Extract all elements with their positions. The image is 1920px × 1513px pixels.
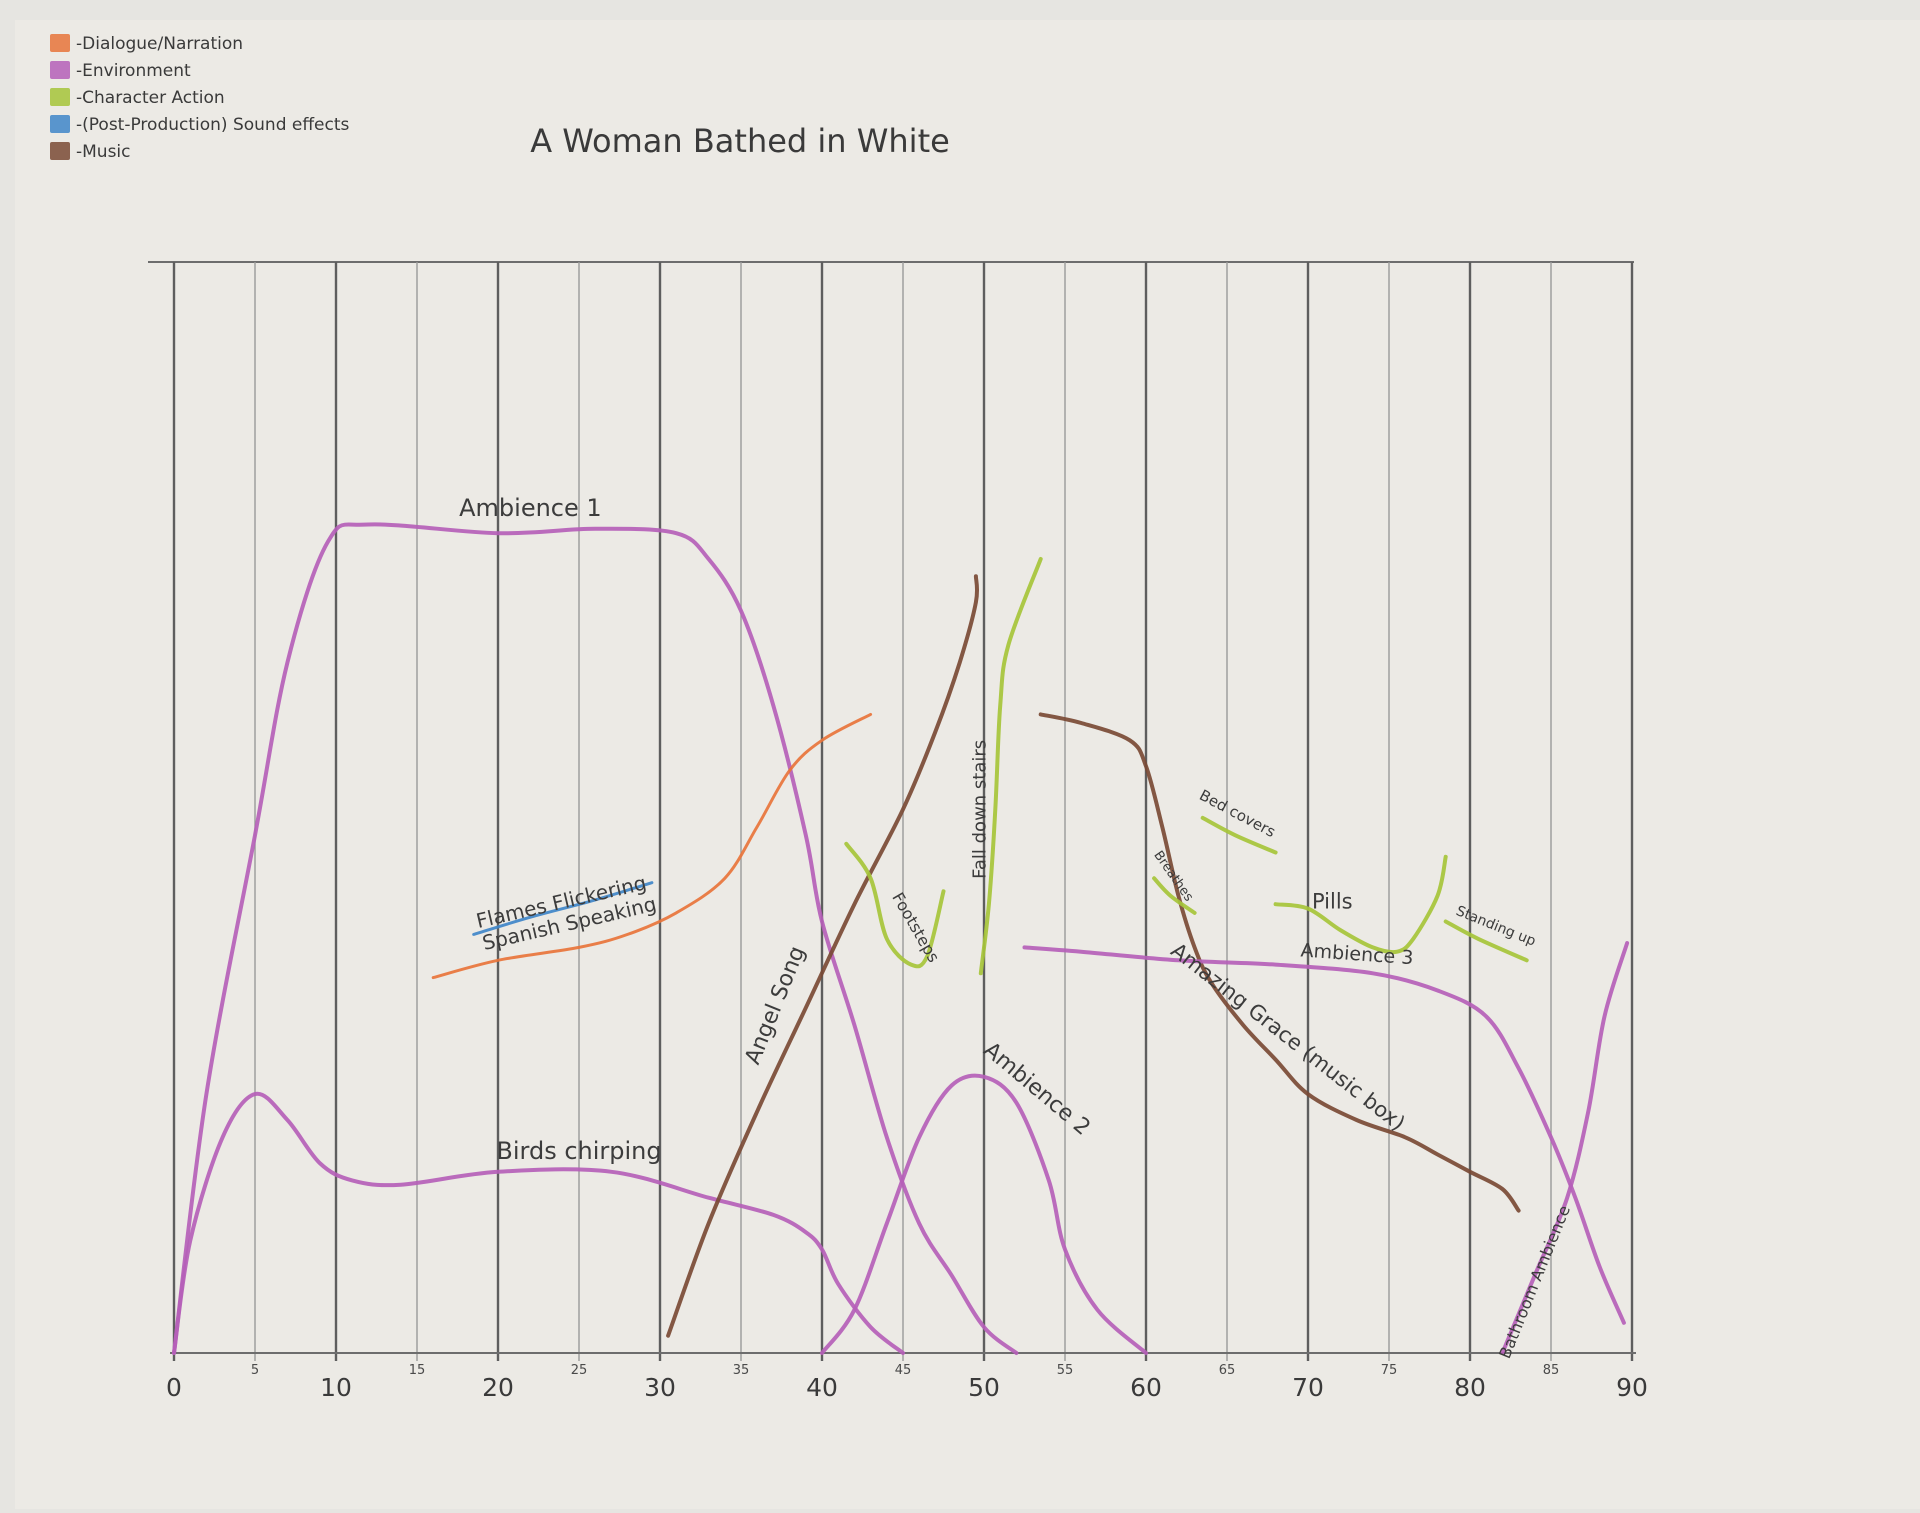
series-label-ambience-1: Ambience 1	[459, 494, 602, 522]
x-tick-label-minor: 75	[1381, 1363, 1398, 1378]
x-tick-label: 90	[1616, 1373, 1648, 1402]
x-tick-label-minor: 35	[733, 1363, 750, 1378]
legend-swatch	[50, 115, 70, 133]
x-tick-label: 0	[166, 1373, 182, 1402]
x-tick-label: 30	[644, 1373, 676, 1402]
series-label-fall-down-stairs: Fall down stairs	[970, 740, 991, 879]
legend-label: -Dialogue/Narration	[76, 34, 243, 54]
series-line-fall-down-stairs	[978, 557, 1043, 976]
x-tick-label-minor: 65	[1219, 1363, 1236, 1378]
chart-title: A Woman Bathed in White	[530, 122, 950, 160]
series-line-flames-flickering	[472, 881, 654, 936]
legend-swatch	[50, 88, 70, 106]
series-line-breathes	[1152, 876, 1197, 915]
legend-label: -Environment	[76, 61, 191, 81]
series-line-spanish-speaking	[431, 712, 873, 980]
series-line-amazing-grace-music-box	[1038, 712, 1521, 1213]
x-tick-label-minor: 55	[1057, 1363, 1074, 1378]
x-tick-label: 80	[1454, 1373, 1486, 1402]
legend-swatch	[50, 142, 70, 160]
x-tick-label-minor: 5	[251, 1363, 259, 1378]
x-tick-label: 60	[1130, 1373, 1162, 1402]
x-tick-label-minor: 45	[895, 1363, 912, 1378]
series-line-angel-song	[666, 574, 980, 1338]
x-tick-label: 40	[806, 1373, 838, 1402]
x-tick-label: 10	[320, 1373, 352, 1402]
x-tick-label-minor: 25	[571, 1363, 588, 1378]
series-line-ambience-3	[1022, 945, 1626, 1325]
series-line-bathroom-ambience	[1500, 941, 1630, 1355]
series-line-bed-covers	[1200, 815, 1278, 855]
legend-label: -(Post-Production) Sound effects	[76, 115, 350, 135]
legend-swatch	[50, 61, 70, 79]
x-axis-ticks: 0 10 20 30 40 50 60 70 80 90 5 15 25 35 45 55 65 75 85	[166, 1363, 1648, 1402]
series-line-footsteps	[844, 841, 946, 969]
series-line-ambience-1	[172, 522, 1019, 1355]
x-tick-label: 50	[968, 1373, 1000, 1402]
legend: -Dialogue/Narration -Environment -Characte…	[50, 34, 350, 162]
series-label-pills: Pills	[1312, 890, 1353, 914]
series-label-birds-chirping: Birds chirping	[496, 1137, 661, 1165]
series-line-ambience-2	[820, 1073, 1148, 1355]
series-line-pills	[1273, 854, 1448, 955]
series-group	[172, 522, 1630, 1355]
legend-swatch	[50, 34, 70, 52]
x-tick-label-minor: 15	[409, 1363, 426, 1378]
x-tick-label: 20	[482, 1373, 514, 1402]
x-tick-label: 70	[1292, 1373, 1324, 1402]
legend-label: -Character Action	[76, 88, 225, 108]
paper-sheet	[15, 20, 1920, 1509]
legend-label: -Music	[76, 142, 131, 162]
x-tick-label-minor: 85	[1543, 1363, 1560, 1378]
series-line-standing-up	[1443, 919, 1529, 963]
series-line-birds-chirping	[172, 1091, 905, 1355]
